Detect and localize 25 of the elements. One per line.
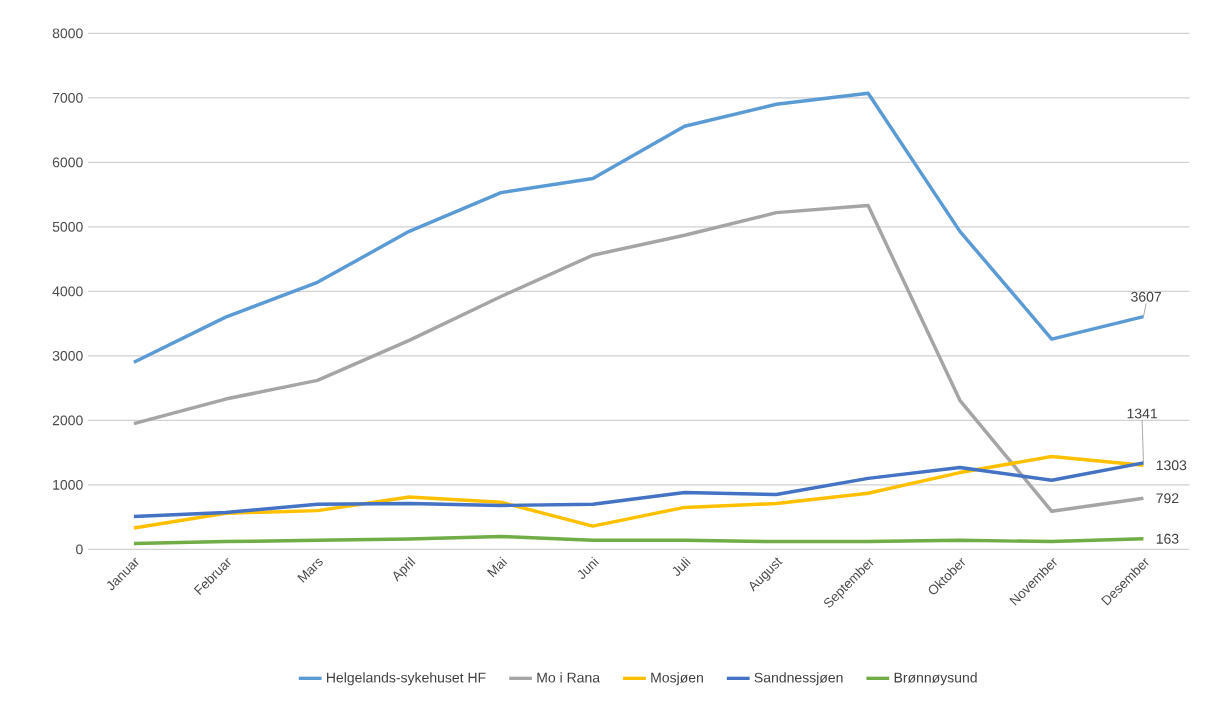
y-tick-label: 7000 xyxy=(52,92,83,103)
x-tick-label: Juli xyxy=(672,556,691,576)
y-tick-label: 2000 xyxy=(52,415,83,426)
y-tick-label: 5000 xyxy=(52,221,83,232)
legend-label: Brønnøysund xyxy=(894,672,977,686)
line-series xyxy=(132,534,1146,546)
y-tick-label: 3000 xyxy=(52,350,83,361)
y-tick-label: 8000 xyxy=(52,28,83,39)
legend-label: Helgelands-sykehuset HF xyxy=(327,672,486,686)
data-label: 163 xyxy=(1156,533,1179,544)
y-tick-label: 0 xyxy=(76,544,83,555)
data-label: 792 xyxy=(1156,493,1179,504)
line-series xyxy=(132,461,1146,519)
legend-label: Mosjøen xyxy=(651,672,703,686)
legend-label: Mo i Rana xyxy=(537,672,601,683)
data-label: 1341 xyxy=(1127,408,1157,419)
y-tick-label: 6000 xyxy=(52,157,83,168)
line-series xyxy=(132,454,1146,530)
x-tick-label: Mai xyxy=(486,556,508,578)
y-tick-label: 1000 xyxy=(53,479,83,490)
y-tick-label: 4000 xyxy=(52,286,83,297)
legend-label: Sandnessjøen xyxy=(754,672,843,686)
x-tick-label: Juni xyxy=(577,556,599,579)
data-label: 1303 xyxy=(1156,460,1187,471)
data-label: 3607 xyxy=(1131,291,1161,302)
